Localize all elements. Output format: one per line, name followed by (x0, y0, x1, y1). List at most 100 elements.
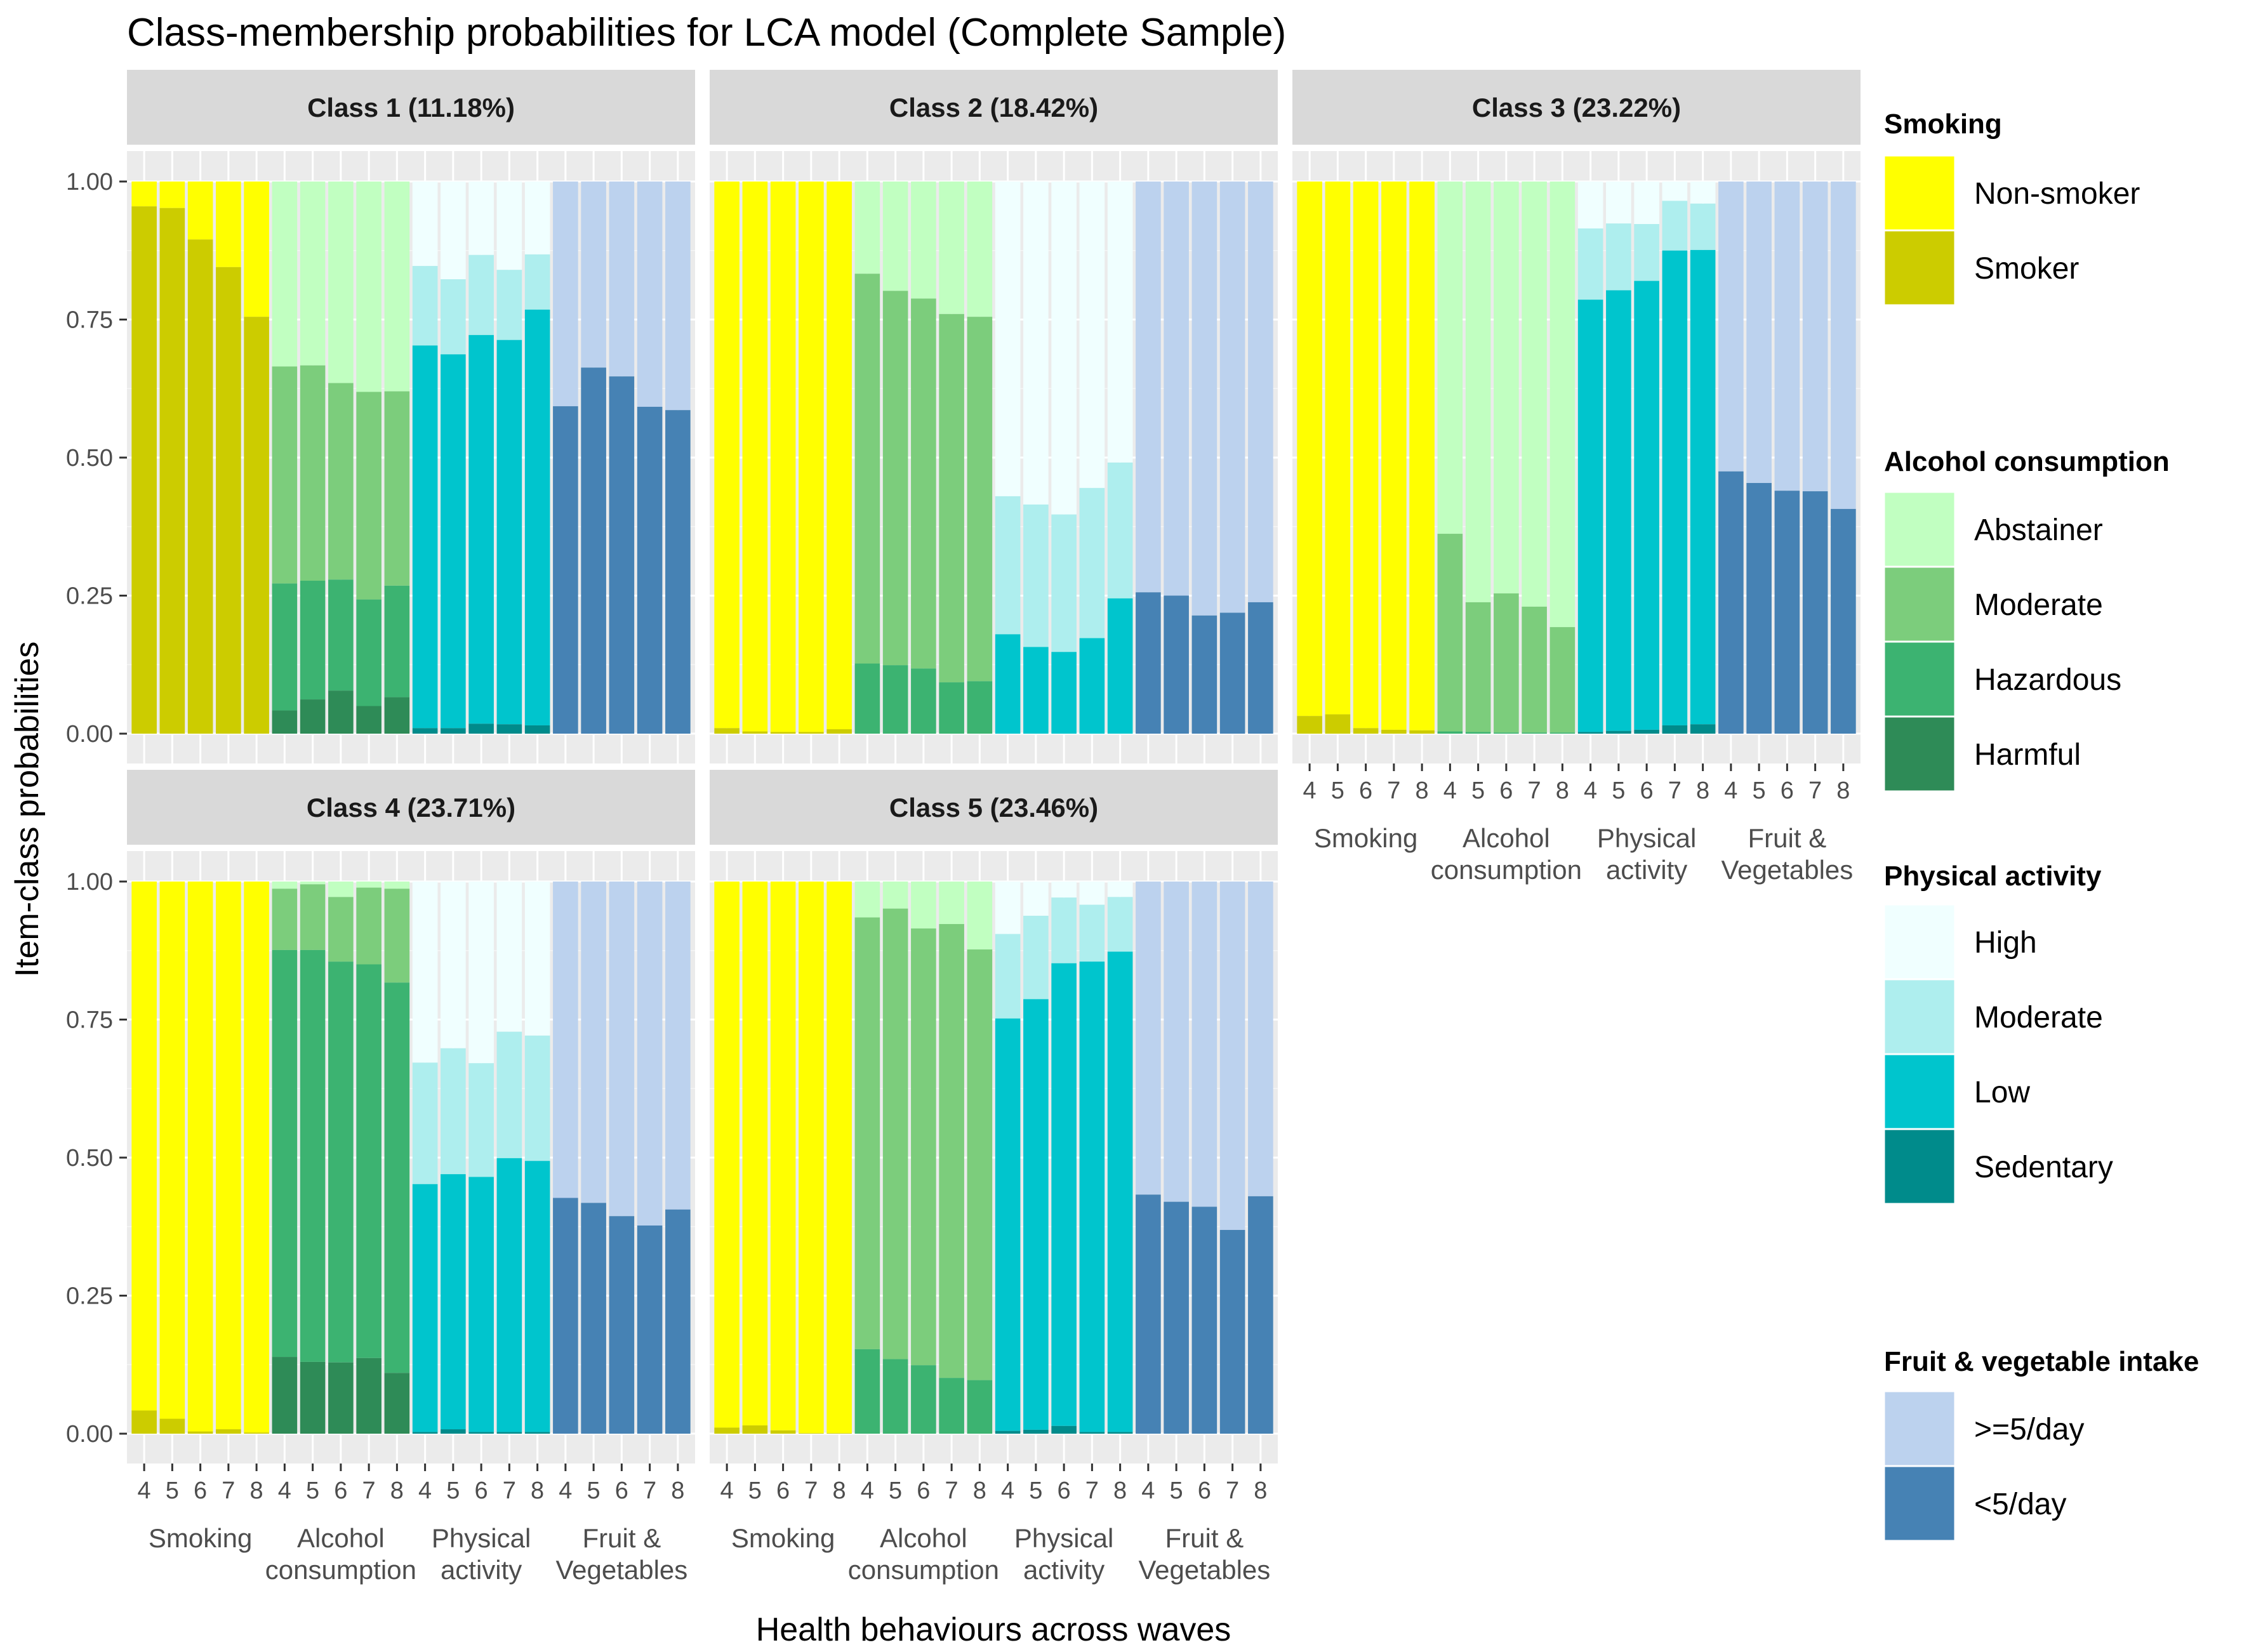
panel-strip (127, 70, 695, 145)
bar-segment-activity (524, 1161, 550, 1432)
bar-segment-activity (496, 1158, 522, 1432)
bar-segment-alcohol (356, 964, 381, 1358)
bar-segment-activity (1606, 182, 1631, 224)
x-tick-label: 4 (1584, 777, 1597, 804)
bar-segment-smoking (244, 317, 269, 734)
bar-segment-alcohol (939, 923, 964, 1378)
bar-segment-activity (1079, 1432, 1105, 1434)
x-tick-label: 7 (643, 1477, 656, 1504)
x-group-label-activity: Physical (1014, 1523, 1113, 1553)
bar-segment-activity (412, 1432, 438, 1434)
bar-segment-fruit (609, 882, 635, 1217)
bar-segment-alcohol (967, 949, 993, 1380)
x-group-label-alcohol: consumption (265, 1555, 416, 1585)
bar-segment-alcohol (911, 1365, 936, 1434)
x-tick-label: 4 (1001, 1477, 1014, 1504)
bar-segment-alcohol (911, 668, 936, 734)
legend-section-fruit: Fruit & vegetable intake >=5/day <5/day (1883, 1346, 2199, 1542)
bar-segment-activity (995, 634, 1021, 734)
x-tick-label: 4 (138, 1477, 151, 1504)
x-tick-label: 6 (334, 1477, 347, 1504)
bar-segment-activity (441, 1429, 466, 1434)
bar-segment-smoking (826, 729, 852, 734)
bar-segment-alcohol (967, 317, 993, 682)
bar-segment-alcohol (939, 882, 964, 924)
bar-segment-fruit (581, 182, 606, 368)
bar-segment-fruit (1191, 182, 1217, 616)
bar-segment-smoking (799, 732, 824, 734)
bar-segment-fruit (1191, 615, 1217, 734)
bar-segment-fruit (581, 882, 606, 1203)
bar-segment-alcohol (384, 882, 410, 889)
legend-key (1883, 1053, 1956, 1130)
bar-segment-activity (1662, 182, 1688, 201)
bar-segment-alcohol (967, 182, 993, 317)
bar-segment-fruit (1164, 882, 1189, 1202)
bar-segment-activity (441, 1174, 466, 1430)
bar-segment-alcohol (328, 182, 354, 383)
bar-segment-alcohol (384, 182, 410, 392)
x-group-label-alcohol: Alcohol (1463, 823, 1550, 853)
bar-segment-activity (441, 882, 466, 1048)
bar-segment-activity (524, 1432, 550, 1434)
bar-segment-activity (1690, 182, 1716, 204)
legend-key (1883, 715, 1956, 793)
legend-title: Smoking (1884, 109, 2002, 140)
bar-segment-alcohol (356, 887, 381, 965)
panel-strip-label: Class 3 (23.22%) (1472, 93, 1681, 122)
bar-segment-activity (496, 182, 522, 270)
bar-segment-fruit (553, 406, 578, 734)
bar-segment-fruit (1774, 491, 1800, 734)
x-tick-label: 6 (1359, 777, 1372, 804)
bar-segment-activity (524, 182, 550, 254)
bar-segment-alcohol (939, 314, 964, 683)
bar-segment-alcohol (854, 882, 880, 918)
bar-segment-fruit (1136, 592, 1161, 734)
bar-segment-fruit (1248, 602, 1273, 734)
bar-segment-smoking (187, 182, 213, 240)
bar-segment-alcohol (272, 882, 298, 889)
bar-segment-activity (468, 724, 494, 734)
bar-segment-smoking (714, 1427, 740, 1434)
bar-segment-fruit (1802, 491, 1828, 734)
panel-strip (127, 770, 695, 845)
bar-segment-alcohol (356, 882, 381, 888)
x-group-label-activity: activity (1606, 855, 1687, 885)
x-tick-label: 8 (1254, 1477, 1267, 1504)
y-tick-label: 0.50 (66, 445, 113, 472)
bar-segment-activity (1023, 504, 1049, 647)
x-group-label-activity: activity (1023, 1555, 1105, 1585)
legend-label: Abstainer (1974, 513, 2103, 547)
bar-segment-alcohol (384, 697, 410, 734)
bar-segment-alcohol (882, 908, 908, 1359)
bar-segment-alcohol (356, 1358, 381, 1434)
x-tick-label: 4 (1141, 1477, 1155, 1504)
legend-label: Low (1974, 1076, 2030, 1109)
legend-key (1883, 154, 1956, 232)
x-tick-label: 7 (503, 1477, 516, 1504)
bar-segment-activity (995, 1018, 1021, 1431)
bar-segment-alcohol (384, 982, 410, 1373)
x-tick-label: 5 (1170, 1477, 1183, 1504)
bar-segment-activity (1107, 598, 1133, 734)
bar-segment-alcohol (1549, 627, 1576, 733)
panels: Class 1 (11.18%)0.000.250.500.751.00Clas… (66, 70, 1861, 1585)
bar-segment-activity (1023, 647, 1049, 734)
x-tick-label: 5 (748, 1477, 762, 1504)
x-tick-label: 4 (559, 1477, 572, 1504)
bar-segment-activity (995, 882, 1021, 934)
bar-segment-smoking (742, 882, 768, 1425)
bar-segment-fruit (1248, 882, 1273, 1196)
legend-key (1883, 491, 1956, 568)
legend-section-alcohol: Alcohol consumption Abstainer Moderate Haza… (1883, 446, 2170, 793)
x-tick-label: 4 (720, 1477, 734, 1504)
bar-segment-smoking (714, 728, 740, 734)
bar-segment-fruit (553, 182, 578, 407)
legend: Smoking Non-smoker Smoker Alcohol consumpti… (1883, 109, 2199, 1542)
x-tick-label: 5 (1612, 777, 1625, 804)
bar-segment-smoking (159, 182, 185, 208)
x-group-label-activity: activity (441, 1555, 522, 1585)
bar-segment-activity (412, 266, 438, 346)
bar-segment-smoking (1297, 716, 1322, 734)
bars (714, 182, 1273, 734)
